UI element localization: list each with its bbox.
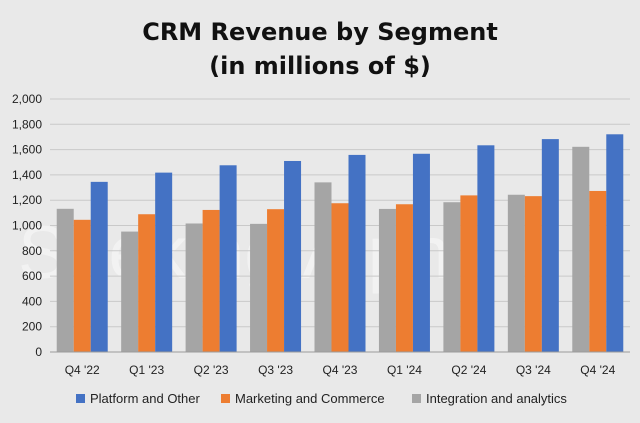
x-tick-label: Q4 '22 <box>65 363 100 377</box>
bar <box>185 223 203 352</box>
bars <box>56 134 624 352</box>
y-tick-label: 1,800 <box>12 117 42 131</box>
bar <box>138 214 156 352</box>
bar <box>90 181 108 352</box>
y-axis: 0 200 400 600 800 1,000 1,200 1,400 1,600 1,800 2,… <box>12 92 42 359</box>
bar <box>572 146 590 352</box>
legend-label: Platform and Other <box>90 391 200 406</box>
y-tick-label: 200 <box>22 320 42 334</box>
bar <box>219 165 237 352</box>
bar <box>202 209 220 352</box>
y-tick-label: 0 <box>35 345 42 359</box>
x-tick-label: Q3 '24 <box>516 363 551 377</box>
legend-swatch <box>412 394 421 403</box>
x-tick-label: Q2 '23 <box>194 363 229 377</box>
x-axis: Q4 '22 Q1 '23 Q2 '23 Q3 '23 Q4 '23 Q1 '24 Q2 '… <box>50 351 630 377</box>
y-tick-label: 1,600 <box>12 143 42 157</box>
bar <box>155 172 173 352</box>
legend-label: Marketing and Commerce <box>235 391 385 406</box>
bar <box>121 231 139 352</box>
bar <box>412 153 430 352</box>
bar <box>331 203 349 352</box>
bar <box>477 145 495 352</box>
bar <box>73 219 91 352</box>
y-tick-label: 2,000 <box>12 92 42 106</box>
legend-swatch <box>76 394 85 403</box>
y-tick-label: 800 <box>22 244 42 258</box>
y-tick-label: 400 <box>22 294 42 308</box>
bar <box>606 134 624 352</box>
bar <box>348 154 366 352</box>
bar <box>314 182 332 352</box>
x-tick-label: Q1 '23 <box>129 363 164 377</box>
chart-subtitle: (in millions of $) <box>209 52 431 80</box>
legend: Platform and Other Marketing and Commerce… <box>76 391 567 406</box>
bar <box>443 202 461 352</box>
bar <box>378 208 396 352</box>
chart-title: CRM Revenue by Segment <box>142 18 498 46</box>
bar <box>267 209 285 352</box>
bar <box>284 160 302 352</box>
y-tick-label: 1,400 <box>12 168 42 182</box>
x-tick-label: Q1 '24 <box>387 363 422 377</box>
bar <box>541 139 559 352</box>
x-tick-label: Q2 '24 <box>451 363 486 377</box>
y-tick-label: 1,200 <box>12 193 42 207</box>
bar <box>589 190 607 352</box>
bar <box>250 223 268 352</box>
bar <box>524 196 542 352</box>
x-tick-label: Q4 '24 <box>580 363 615 377</box>
x-tick-label: Q3 '23 <box>258 363 293 377</box>
x-tick-label: Q4 '23 <box>323 363 358 377</box>
bar <box>56 208 74 352</box>
legend-swatch <box>221 394 230 403</box>
y-tick-label: 1,000 <box>12 219 42 233</box>
bar <box>507 194 525 352</box>
bar <box>395 204 413 352</box>
y-tick-label: 600 <box>22 269 42 283</box>
legend-label: Integration and analytics <box>426 391 567 406</box>
bar <box>460 195 478 352</box>
